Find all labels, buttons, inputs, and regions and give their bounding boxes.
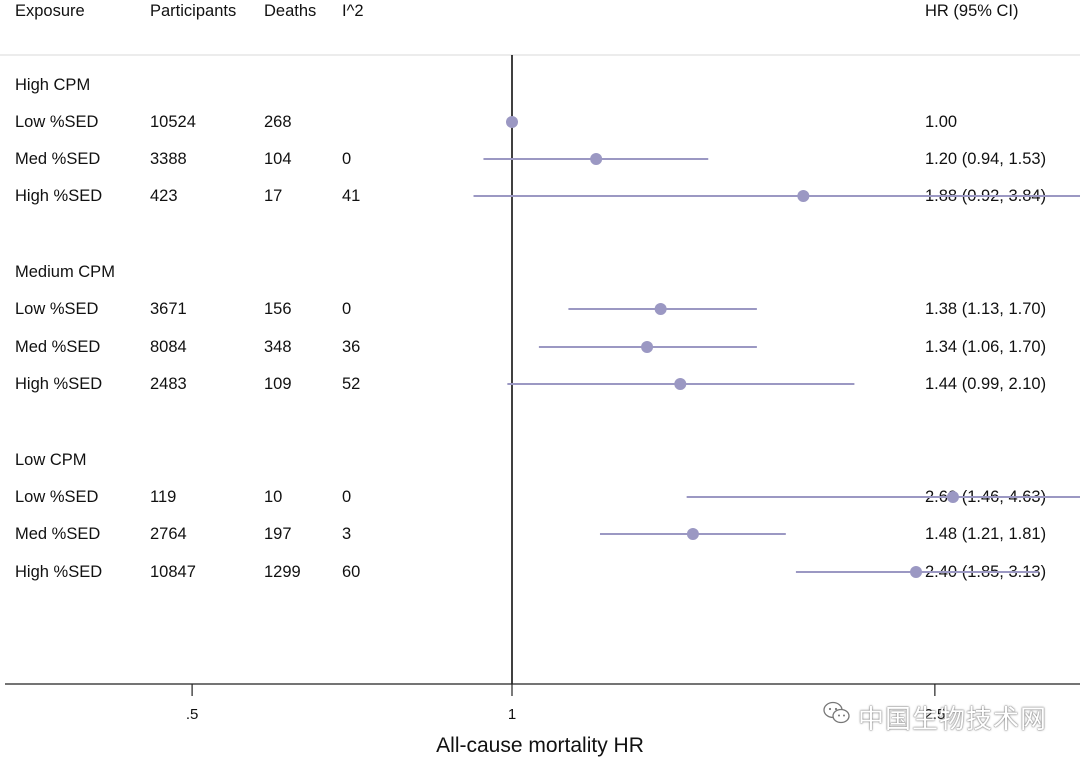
row-deaths: 1299 <box>264 563 301 581</box>
row-participants: 2483 <box>150 375 187 393</box>
row-participants: 3388 <box>150 150 187 168</box>
header-exposure: Exposure <box>15 2 85 20</box>
row-deaths: 109 <box>264 375 292 393</box>
row-hr-text: 1.48 (1.21, 1.81) <box>925 525 1047 543</box>
row-exposure: High %SED <box>15 187 103 205</box>
hr-point <box>641 341 654 353</box>
row-deaths: 348 <box>264 338 292 356</box>
row-participants: 3671 <box>150 300 187 318</box>
row-exposure: Low %SED <box>15 300 99 318</box>
hr-point <box>686 528 699 540</box>
group-label: High CPM <box>15 76 91 94</box>
forest-marks <box>473 116 1080 578</box>
header-i2: I^2 <box>342 2 364 20</box>
hr-point <box>946 491 959 503</box>
x-axis-ticks: .5 1 2.5 <box>186 684 945 723</box>
row-exposure: Med %SED <box>15 150 101 168</box>
row-participants: 8084 <box>150 338 187 356</box>
hr-point <box>674 378 687 390</box>
row-participants: 2764 <box>150 525 187 543</box>
row-deaths: 104 <box>264 150 292 168</box>
row-i2: 60 <box>342 563 361 581</box>
x-tick-label: .5 <box>186 706 199 723</box>
watermark-text: 中国生物技术网 <box>858 704 1048 734</box>
row-participants: 423 <box>150 187 178 205</box>
row-participants: 10524 <box>150 113 196 131</box>
row-i2: 36 <box>342 338 361 356</box>
group-label: Low CPM <box>15 451 87 469</box>
row-exposure: High %SED <box>15 563 103 581</box>
row-deaths: 197 <box>264 525 292 543</box>
group-label: Medium CPM <box>15 263 115 281</box>
row-deaths: 156 <box>264 300 292 318</box>
row-hr-text: 1.44 (0.99, 2.10) <box>925 375 1047 393</box>
row-deaths: 268 <box>264 113 292 131</box>
row-exposure: Low %SED <box>15 488 99 506</box>
row-exposure: Med %SED <box>15 525 101 543</box>
row-exposure: Low %SED <box>15 113 99 131</box>
row-i2: 0 <box>342 150 352 168</box>
hr-point <box>797 190 810 202</box>
row-exposure: High %SED <box>15 375 103 393</box>
row-hr-text: 1.34 (1.06, 1.70) <box>925 338 1047 356</box>
x-tick-label: 1 <box>508 706 516 723</box>
header-deaths: Deaths <box>264 2 317 20</box>
row-deaths: 17 <box>264 187 283 205</box>
row-exposure: Med %SED <box>15 338 101 356</box>
hr-point <box>506 116 518 128</box>
wechat-icon <box>823 701 850 724</box>
row-hr-text: 1.38 (1.13, 1.70) <box>925 300 1047 318</box>
row-i2: 0 <box>342 488 352 506</box>
row-deaths: 10 <box>264 488 283 506</box>
row-i2: 41 <box>342 187 361 205</box>
x-tick-label: 2.5 <box>924 706 945 723</box>
row-hr-text: 1.00 <box>925 113 958 131</box>
row-i2: 0 <box>342 300 352 318</box>
row-participants: 10847 <box>150 563 196 581</box>
row-participants: 119 <box>150 488 177 506</box>
row-i2: 52 <box>342 375 361 393</box>
row-hr-text: 1.20 (0.94, 1.53) <box>925 150 1047 168</box>
x-axis-label: All-cause mortality HR <box>436 734 644 757</box>
header-participants: Participants <box>150 2 237 20</box>
hr-point <box>590 153 603 165</box>
header-hr: HR (95% CI) <box>925 2 1019 20</box>
row-i2: 3 <box>342 525 352 543</box>
hr-point <box>654 303 667 315</box>
hr-point <box>910 566 923 578</box>
